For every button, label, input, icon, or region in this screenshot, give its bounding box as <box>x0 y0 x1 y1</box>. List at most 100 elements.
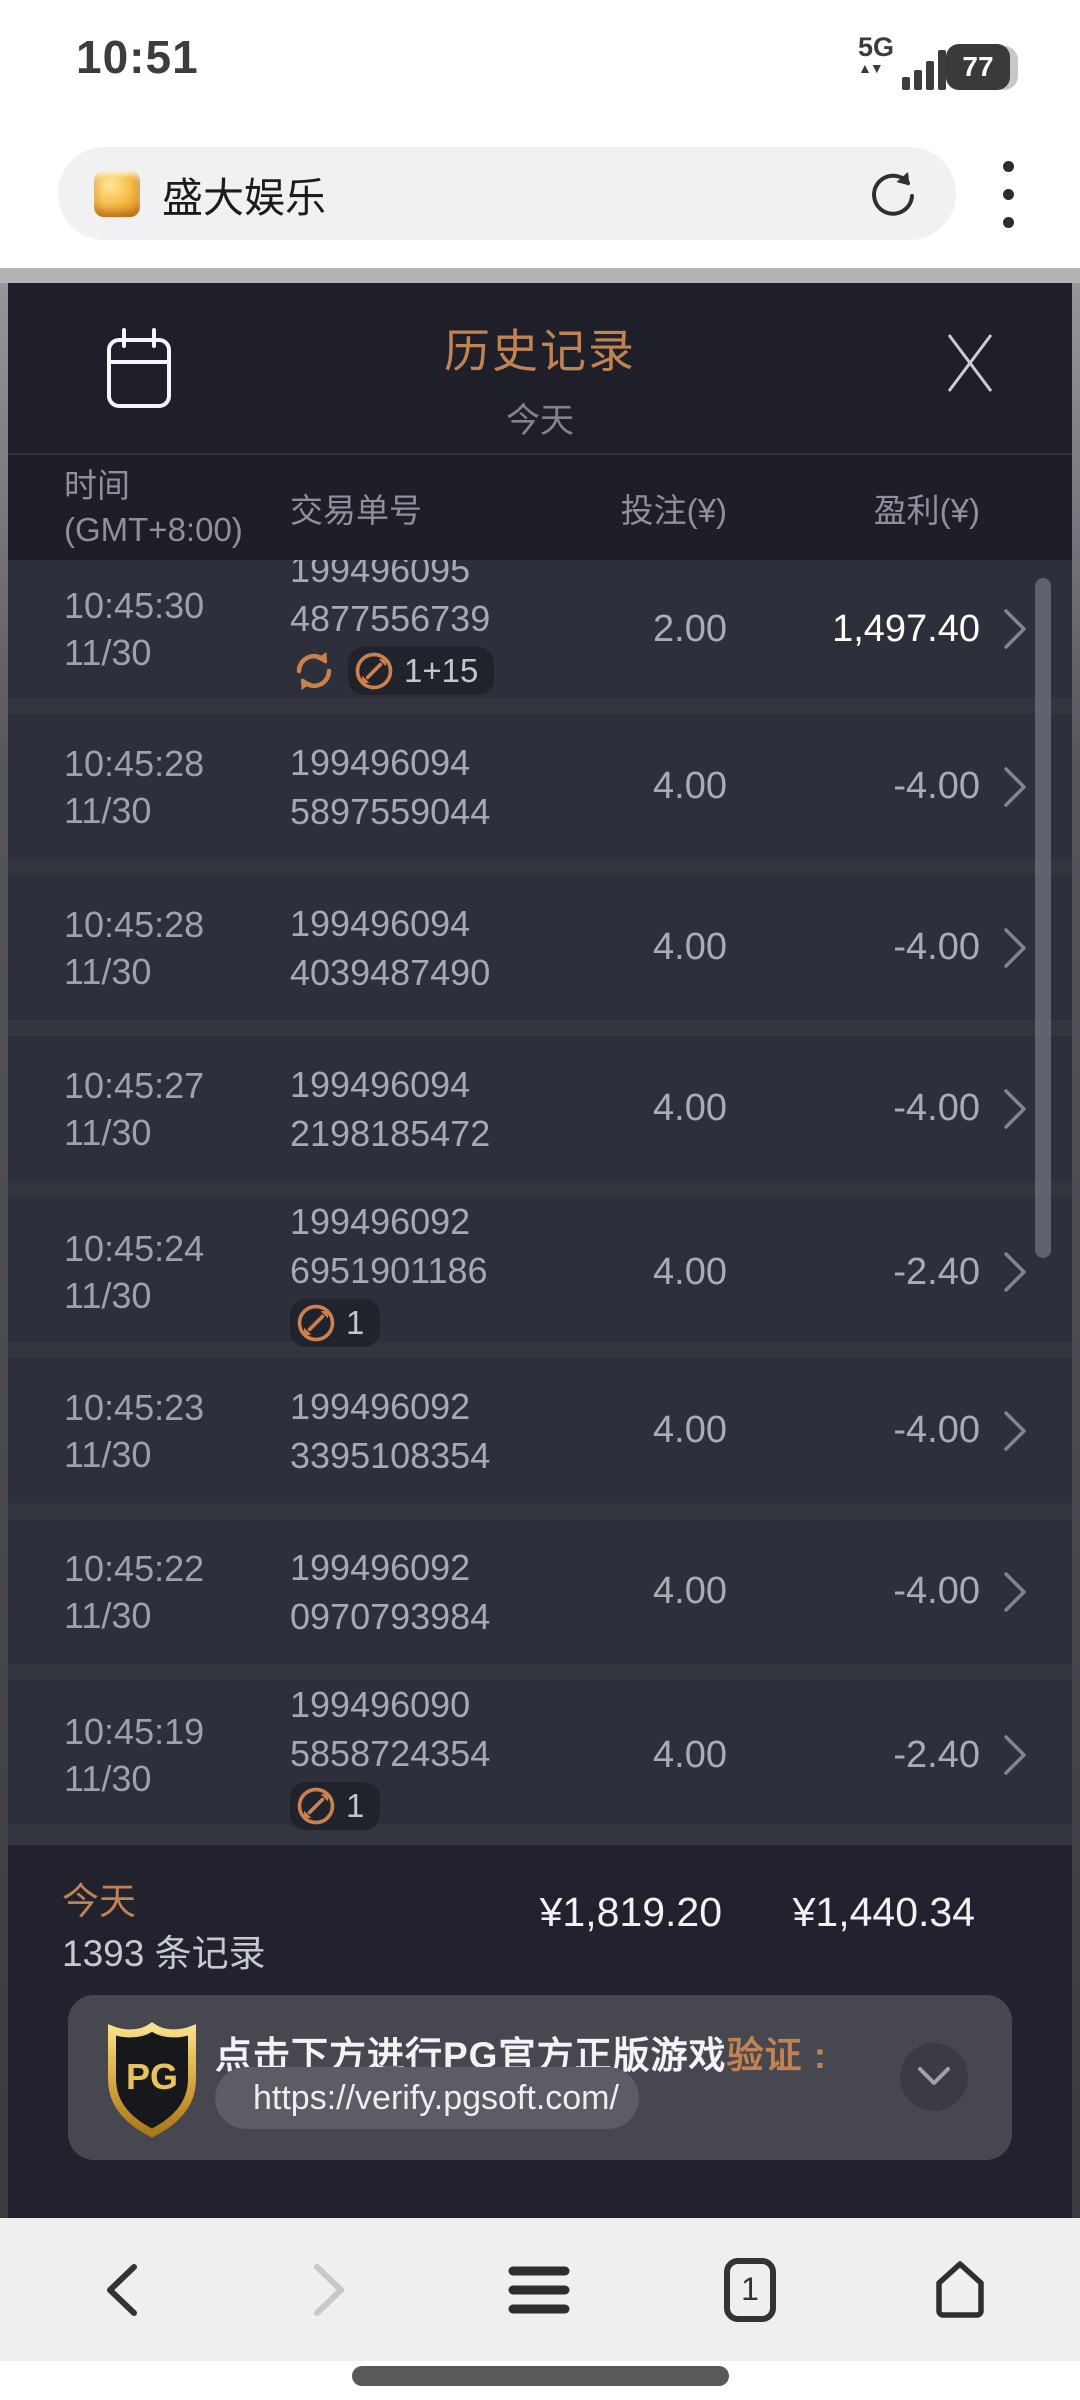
chevron-right-icon <box>1004 1410 1026 1451</box>
row-detail-button[interactable] <box>980 1086 1050 1132</box>
clock: 10:51 <box>76 31 199 83</box>
bonus-icon <box>297 1787 335 1825</box>
row-feature-icons: 1 <box>290 1299 565 1347</box>
calendar-button[interactable] <box>104 317 182 421</box>
row-bet-amount: 2.00 <box>653 607 727 650</box>
table-row[interactable]: 10:45:27 11/30 199496094 2198185472 4.00 … <box>8 1036 1072 1181</box>
pg-verify-card[interactable]: PG 点击下方进行PG官方正版游戏验证 : https://verify.pgs… <box>68 1995 1012 2160</box>
table-row[interactable]: 10:45:28 11/30 199496094 5897559044 4.00 … <box>8 714 1072 859</box>
hamburger-menu-icon <box>508 2266 570 2313</box>
modal-subtitle-date: 今天 <box>506 402 574 440</box>
site-favicon <box>94 170 140 217</box>
row-detail-button[interactable] <box>980 1569 1050 1615</box>
row-transaction: 199496090 5858724354 1 <box>290 1680 565 1830</box>
chevron-right-icon <box>1004 1735 1026 1775</box>
row-time: 10:45:22 11/30 <box>64 1547 205 1636</box>
bonus-icon <box>297 1304 335 1342</box>
row-transaction: 199496092 3395108354 <box>290 1385 491 1476</box>
col-header-time: 时间 (GMT+8:00) <box>64 466 243 548</box>
data-arrows-icon: ▲▼ <box>858 60 884 76</box>
pg-verify-url: https://verify.pgsoft.com/ <box>253 2078 619 2117</box>
row-time: 10:45:23 11/30 <box>64 1386 205 1475</box>
list-scrollbar[interactable] <box>1035 578 1051 1258</box>
summary-day-label: 今天 <box>62 1881 136 1922</box>
row-time: 10:45:24 11/30 <box>64 1228 205 1316</box>
row-detail-button[interactable] <box>980 1732 1050 1778</box>
tab-count-icon: 1 <box>724 2257 776 2322</box>
table-row[interactable]: 10:45:19 11/30 199496090 5858724354 1 4.0… <box>8 1680 1072 1830</box>
history-list: 10:45:30 11/30 199496095 4877556739 <box>8 560 1072 1845</box>
row-feature-icons: 1 <box>290 1782 565 1830</box>
row-transaction: 199496095 4877556739 1+15 <box>290 560 565 695</box>
bonus-pill: 1 <box>290 1782 381 1830</box>
nav-tabs-button[interactable]: 1 <box>718 2218 782 2361</box>
home-icon <box>936 2260 984 2318</box>
row-transaction: 199496094 5897559044 <box>290 741 491 832</box>
row-bet-amount: 4.00 <box>653 765 727 807</box>
nav-back-button[interactable] <box>90 2218 154 2361</box>
battery-indicator: 77 <box>946 44 1010 90</box>
row-transaction: 199496094 4039487490 <box>290 902 491 993</box>
row-profit-amount: -4.00 <box>893 926 980 968</box>
table-row[interactable]: 10:45:24 11/30 199496092 6951901186 1 4.0… <box>8 1197 1072 1347</box>
row-bet-amount: 4.00 <box>653 1409 727 1451</box>
page-behind-right-edge <box>1072 283 1080 2218</box>
bonus-pill: 1+15 <box>348 647 495 695</box>
close-icon <box>947 334 993 392</box>
address-bar[interactable]: 盛大娱乐 <box>58 147 956 240</box>
row-time: 10:45:28 11/30 <box>64 903 205 992</box>
table-row[interactable]: 10:45:30 11/30 199496095 4877556739 <box>8 560 1072 698</box>
close-button[interactable] <box>930 313 1010 413</box>
row-bet-amount: 4.00 <box>653 1250 727 1293</box>
chevron-right-icon <box>1004 1088 1026 1129</box>
nav-menu-button[interactable] <box>507 2218 571 2361</box>
bonus-icon <box>355 652 393 690</box>
table-row[interactable]: 10:45:23 11/30 199496092 3395108354 4.00 … <box>8 1358 1072 1503</box>
row-detail-button[interactable] <box>980 764 1050 810</box>
row-profit-amount: -4.00 <box>893 765 980 807</box>
modal-title: 历史记录 <box>444 325 636 377</box>
row-time: 10:45:19 11/30 <box>64 1711 205 1799</box>
verify-link[interactable]: 验证 : <box>726 2035 828 2076</box>
browser-address-row: 盛大娱乐 <box>0 130 1080 268</box>
respin-icon <box>296 652 332 690</box>
pg-verify-url-pill[interactable]: https://verify.pgsoft.com/ <box>215 2067 639 2129</box>
row-transaction: 199496094 2198185472 <box>290 1063 491 1154</box>
nav-home-button[interactable] <box>928 2218 992 2361</box>
browser-menu-button[interactable] <box>996 154 1020 234</box>
table-row[interactable]: 10:45:28 11/30 199496094 4039487490 4.00 … <box>8 875 1072 1020</box>
chevron-right-icon <box>1004 609 1026 649</box>
row-profit-amount: -2.40 <box>893 1250 980 1293</box>
col-header-bet: 投注(¥) <box>620 491 727 529</box>
row-detail-button[interactable] <box>980 925 1050 971</box>
modal-header: 历史记录 今天 <box>8 283 1072 455</box>
row-bet-amount: 4.00 <box>653 926 727 968</box>
row-profit-amount: -4.00 <box>893 1087 980 1129</box>
browser-nav-bar: 1 <box>0 2218 1080 2361</box>
row-bet-amount: 4.00 <box>653 1087 727 1129</box>
row-bet-amount: 4.00 <box>653 1733 727 1776</box>
status-bar: 10:51 5G ▲▼ 77 <box>0 0 1080 130</box>
row-profit-amount: -2.40 <box>893 1733 980 1776</box>
nav-forward-button[interactable] <box>297 2218 361 2361</box>
chevron-right-icon <box>1004 1252 1026 1292</box>
row-detail-button[interactable] <box>980 1408 1050 1454</box>
row-detail-button[interactable] <box>980 1249 1050 1295</box>
page-behind-left-edge <box>0 283 8 2218</box>
row-feature-icons: 1+15 <box>290 647 565 695</box>
row-transaction: 199496092 0970793984 <box>290 1546 491 1637</box>
pg-card-expand-button[interactable] <box>900 2043 968 2111</box>
gesture-bar[interactable] <box>352 2366 729 2386</box>
history-modal: 历史记录 今天 时间 (GMT+8:00) 交易单号 投注(¥) 盈利(¥) 1 <box>8 283 1072 2218</box>
summary-total-profit: ¥1,440.34 <box>792 1889 975 1935</box>
row-detail-button[interactable] <box>980 606 1050 652</box>
row-profit-amount: 1,497.40 <box>832 607 980 650</box>
row-profit-amount: -4.00 <box>893 1409 980 1451</box>
refresh-icon[interactable] <box>868 168 920 220</box>
site-title: 盛大娱乐 <box>162 174 326 221</box>
chevron-right-icon <box>1004 766 1026 807</box>
back-icon <box>107 2263 137 2316</box>
row-bet-amount: 4.00 <box>653 1570 727 1612</box>
table-row[interactable]: 10:45:22 11/30 199496092 0970793984 4.00 … <box>8 1519 1072 1664</box>
